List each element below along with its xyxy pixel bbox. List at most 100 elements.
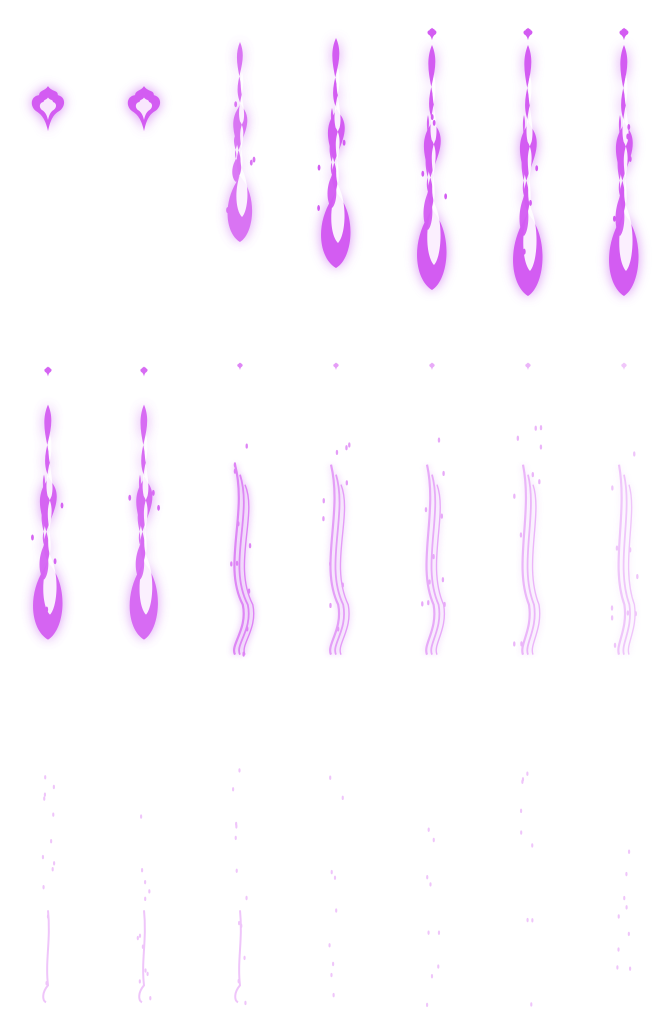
spark	[128, 495, 132, 502]
flame-strand	[327, 107, 337, 208]
spark	[329, 603, 332, 609]
spark	[333, 875, 337, 880]
spark	[345, 445, 348, 451]
spark	[520, 830, 523, 835]
spark	[611, 485, 614, 491]
spark	[425, 1002, 429, 1007]
frame-9	[96, 341, 192, 682]
spark	[526, 771, 529, 776]
flame	[317, 37, 351, 268]
flame-frame-svg	[513, 27, 543, 296]
flame	[425, 827, 441, 1007]
spark	[60, 502, 64, 509]
spark	[331, 961, 335, 966]
spark	[146, 971, 149, 976]
spark	[626, 133, 630, 140]
spark	[230, 561, 233, 567]
spark	[235, 868, 238, 873]
frame-8	[0, 341, 96, 682]
spark	[534, 425, 537, 432]
frame-4	[288, 0, 384, 341]
spark	[628, 156, 632, 163]
spark	[335, 907, 338, 913]
spark	[627, 931, 630, 936]
ember-core	[39, 97, 57, 121]
spark	[610, 605, 614, 611]
spark	[138, 978, 141, 984]
strand	[339, 484, 350, 656]
spark	[427, 600, 430, 606]
spark	[539, 444, 543, 450]
flame-tip	[429, 362, 435, 371]
spark	[144, 967, 147, 973]
spark	[328, 942, 331, 948]
flame-tip	[523, 27, 533, 41]
flame-frame-svg	[421, 362, 448, 657]
flame-strand	[39, 474, 49, 580]
spark	[329, 561, 332, 567]
spark	[332, 992, 335, 997]
spark	[437, 930, 441, 935]
spark	[238, 767, 241, 773]
frame-2	[96, 0, 192, 341]
flame	[513, 27, 543, 296]
spark	[421, 170, 425, 177]
strand	[435, 484, 446, 656]
strand	[526, 474, 536, 656]
spark	[424, 507, 428, 513]
flame-frame-svg	[425, 827, 441, 1007]
spark	[43, 796, 46, 801]
spark	[249, 159, 253, 166]
strand-glow	[519, 464, 533, 657]
spark	[336, 626, 340, 632]
spark	[430, 973, 434, 979]
frame-10	[192, 341, 288, 682]
flame-tip	[427, 27, 437, 41]
spark	[233, 462, 237, 468]
spark	[539, 425, 543, 431]
spark	[617, 913, 620, 919]
spark	[52, 812, 55, 817]
spark	[440, 513, 444, 520]
spark	[628, 966, 632, 971]
spark	[237, 521, 240, 527]
strand	[238, 474, 250, 656]
spark	[322, 498, 325, 504]
frame-21	[576, 683, 672, 1024]
flame	[41, 774, 56, 1003]
spark	[521, 779, 524, 784]
flame-frame-svg	[609, 27, 639, 296]
spark	[46, 913, 50, 919]
spark	[526, 917, 529, 922]
spark	[626, 610, 630, 616]
spark	[430, 114, 434, 121]
strand	[531, 484, 541, 656]
strand	[232, 464, 245, 656]
frame-20	[480, 683, 576, 1024]
frame-6	[480, 0, 576, 341]
spark	[432, 837, 435, 842]
spark	[610, 615, 614, 621]
spark	[348, 442, 351, 448]
spark	[535, 165, 539, 172]
flame	[616, 849, 632, 971]
frame-3	[192, 0, 288, 341]
ember-core	[135, 97, 153, 121]
spark	[149, 995, 152, 1001]
spark	[329, 775, 332, 780]
flame	[31, 86, 65, 132]
spark	[240, 923, 243, 928]
spark	[613, 643, 617, 649]
spark	[138, 933, 142, 938]
spark	[332, 171, 336, 178]
flame-strand	[135, 474, 145, 580]
spark	[140, 814, 143, 819]
flame-strand	[423, 114, 433, 230]
spark	[432, 554, 435, 560]
spark	[234, 101, 238, 108]
flame-frame-svg	[31, 366, 64, 640]
frame-19	[384, 683, 480, 1024]
flame-tip	[619, 27, 629, 41]
